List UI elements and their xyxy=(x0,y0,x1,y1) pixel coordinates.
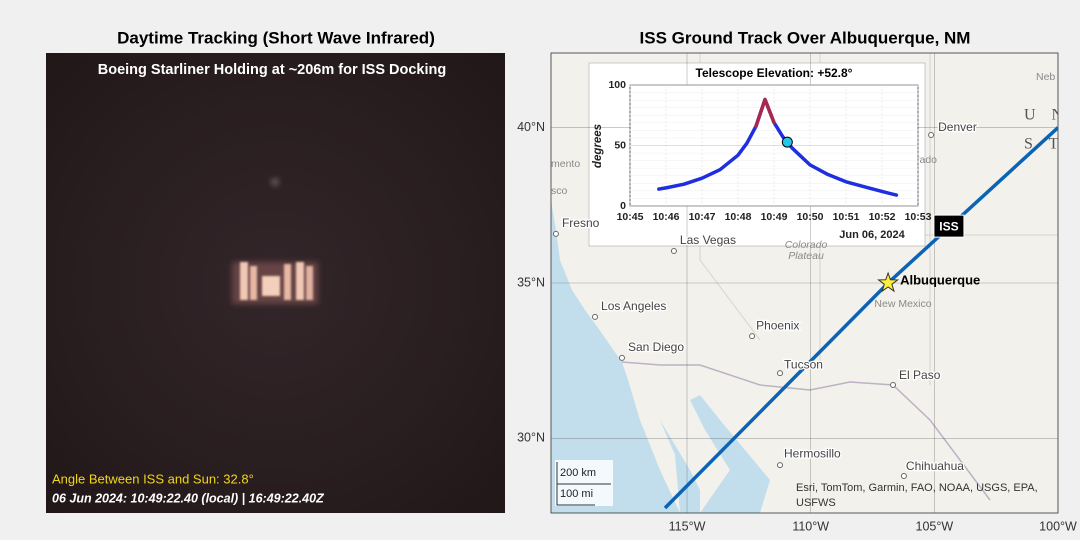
region-label: Plateau xyxy=(788,250,824,262)
city-label: Denver xyxy=(938,120,977,134)
city-dot xyxy=(900,473,907,480)
iss-label: ISS xyxy=(939,219,958,233)
scale-label: 200 km xyxy=(560,467,596,479)
site-label: Albuquerque xyxy=(900,272,980,287)
y-tick-label: 30°N xyxy=(517,431,545,445)
city-dot xyxy=(552,230,559,237)
elevation-line xyxy=(754,97,776,128)
scale-box xyxy=(555,460,613,506)
inset-y-tick-label: 50 xyxy=(614,139,626,151)
x-tick-label: 115°W xyxy=(669,519,706,533)
iss-blob xyxy=(232,262,318,304)
city-label: Phoenix xyxy=(756,318,799,332)
inset-x-tick-label: 10:49 xyxy=(761,211,788,223)
region-label: mento xyxy=(551,158,580,170)
city-dot xyxy=(670,247,677,254)
region-label: sco xyxy=(551,185,568,197)
city-label: Los Angeles xyxy=(601,299,666,313)
left-title: Daytime Tracking (Short Wave Infrared) xyxy=(117,28,435,47)
starliner-blob xyxy=(271,178,279,186)
region-label: U N xyxy=(1024,107,1069,124)
city-dot xyxy=(890,381,897,388)
inset-x-tick-label: 10:47 xyxy=(689,211,716,223)
x-tick-label: 105°W xyxy=(916,519,954,533)
region-label: rado xyxy=(916,154,937,166)
inset-x-tick-label: 10:50 xyxy=(797,211,824,223)
sun-angle: Angle Between ISS and Sun: 32.8° xyxy=(52,471,254,486)
city-dot xyxy=(777,462,784,469)
inset-x-tick-label: 10:51 xyxy=(833,211,860,223)
attribution: USFWS xyxy=(796,497,836,509)
scale-label: 100 mi xyxy=(560,488,593,500)
inset-title: Telescope Elevation: +52.8° xyxy=(696,66,853,80)
inset-x-tick-label: 10:46 xyxy=(653,211,680,223)
city-dot xyxy=(749,333,756,340)
inset-y-tick-label: 0 xyxy=(620,200,626,212)
city-dot xyxy=(777,370,784,377)
inset-y-label: degrees xyxy=(592,124,604,168)
city-label: Fresno xyxy=(562,216,600,230)
inset-x-tick-label: 10:52 xyxy=(869,211,896,223)
site-marker xyxy=(877,271,900,293)
scale-bar xyxy=(556,462,611,506)
region-label: Colorado xyxy=(785,239,828,251)
x-tick-label: 100°W xyxy=(1039,519,1077,533)
city-label: Chihuahua xyxy=(906,459,964,473)
city-dot xyxy=(618,354,625,361)
inset-y-tick-label: 100 xyxy=(608,79,626,91)
map-title: ISS Ground Track Over Albuquerque, NM xyxy=(640,28,971,47)
city-label: Hermosillo xyxy=(784,446,841,460)
inset-x-tick-label: 10:53 xyxy=(905,211,932,223)
city-dot xyxy=(592,313,599,320)
inset-x-tick-label: 10:48 xyxy=(725,211,752,223)
city-label: Tucson xyxy=(784,357,823,371)
city-label: San Diego xyxy=(628,340,684,354)
x-tick-label: 110°W xyxy=(792,519,829,533)
attribution: Esri, TomTom, Garmin, FAO, NOAA, USGS, E… xyxy=(796,482,1038,494)
city-label: El Paso xyxy=(899,368,941,382)
region-label: New Mexico xyxy=(874,298,931,310)
region-label: Neb xyxy=(1036,71,1055,83)
inset-x-tick-label: 10:45 xyxy=(617,211,644,223)
iss-marker xyxy=(933,214,965,238)
city-dot xyxy=(928,132,935,139)
y-tick-label: 40°N xyxy=(517,120,545,134)
city-label: Las Vegas xyxy=(680,233,736,247)
current-elevation-marker xyxy=(781,136,793,148)
inset-x-label: Jun 06, 2024 xyxy=(839,229,905,241)
timestamp: 06 Jun 2024: 10:49:22.40 (local) | 16:49… xyxy=(52,491,325,505)
y-tick-label: 35°N xyxy=(517,275,545,289)
image-subtitle: Boeing Starliner Holding at ~206m for IS… xyxy=(98,62,446,78)
